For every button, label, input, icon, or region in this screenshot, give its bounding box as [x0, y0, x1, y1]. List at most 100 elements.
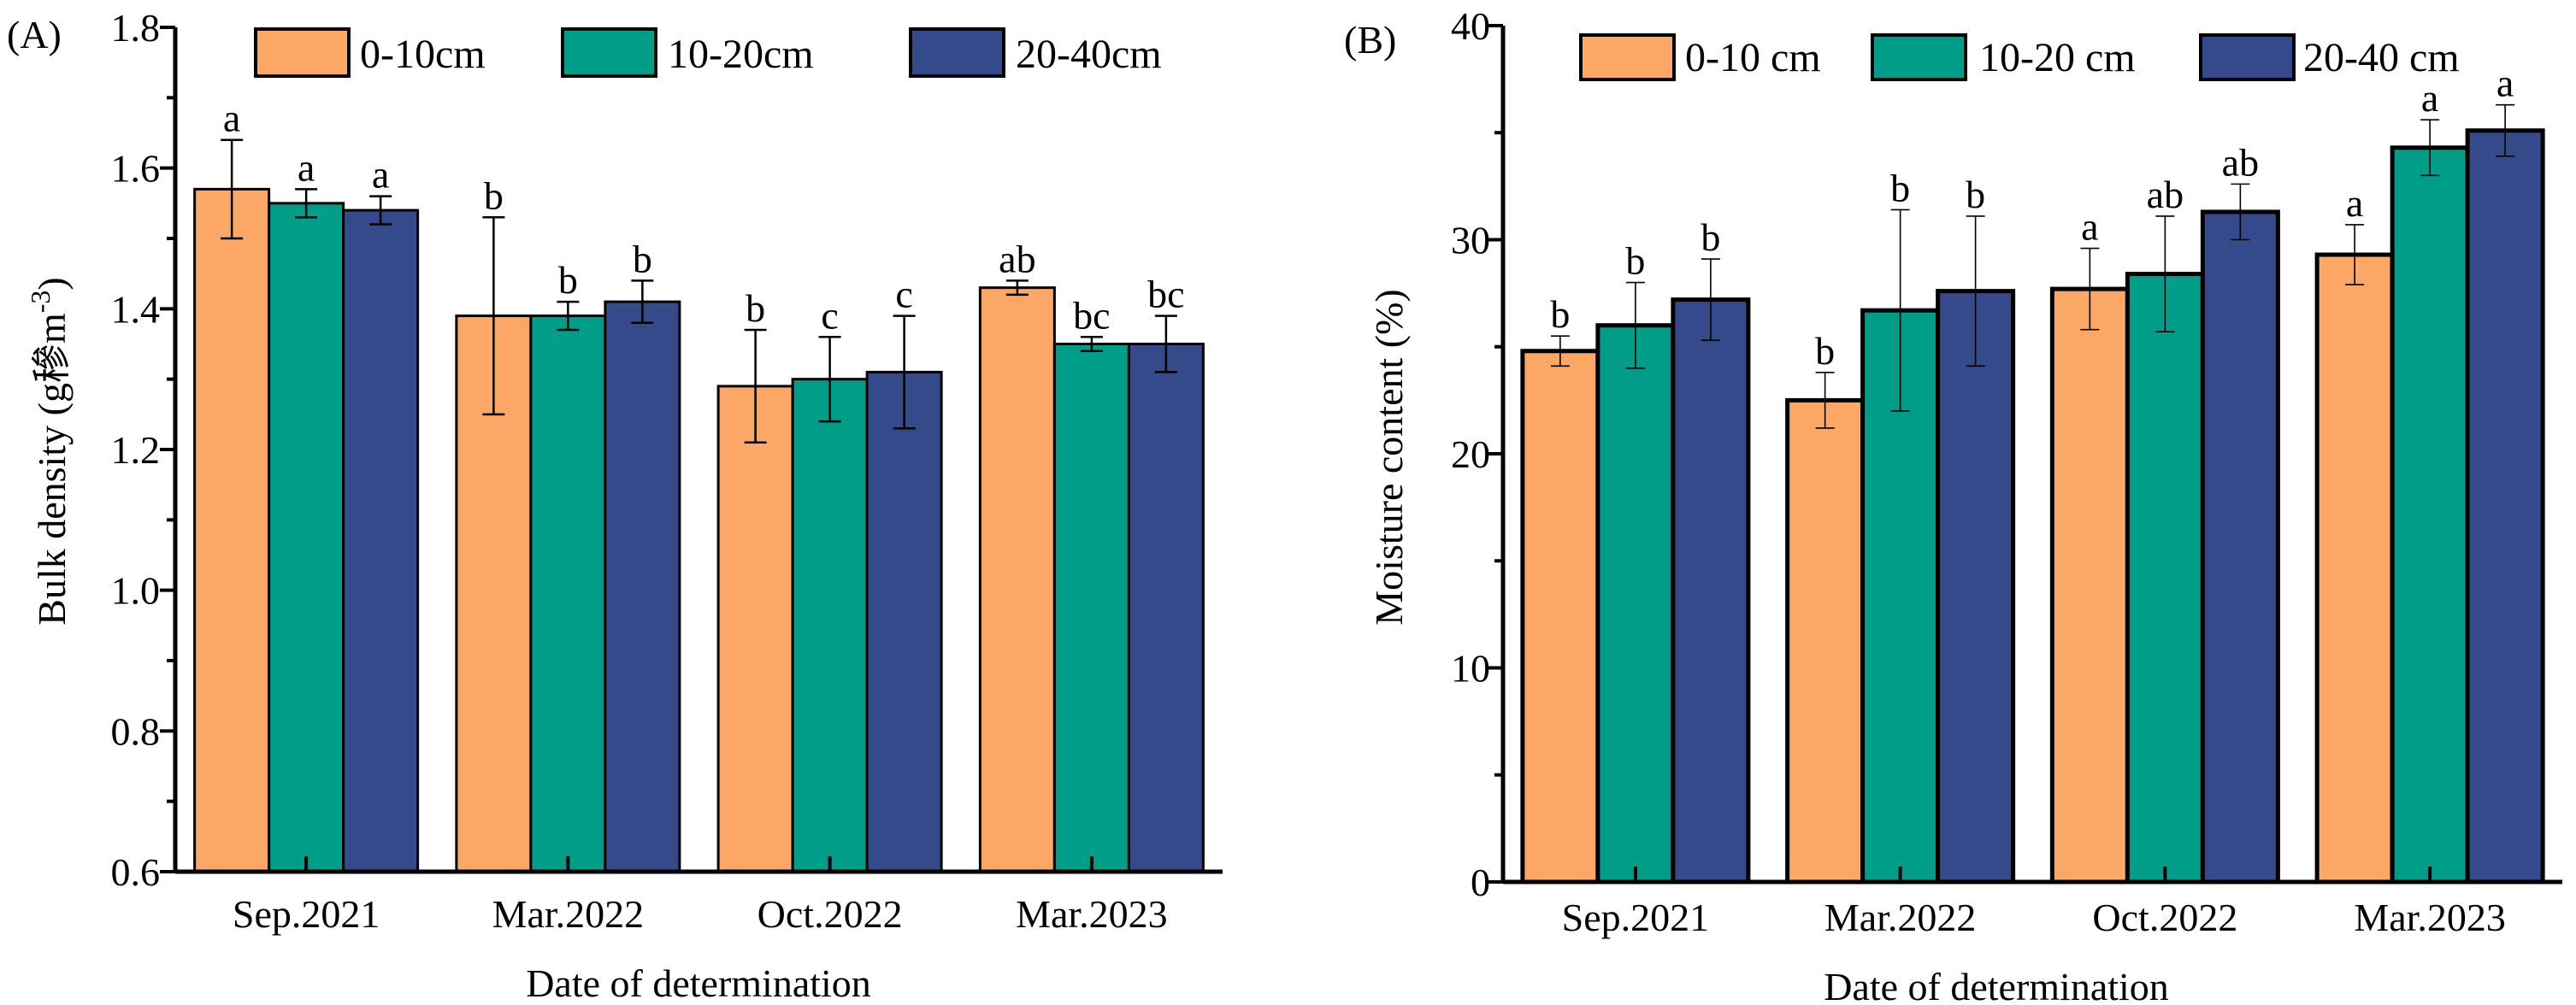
- x-tick-label: Mar.2023: [2354, 896, 2506, 939]
- significance-letter: b: [633, 237, 652, 280]
- error-bar: [1890, 209, 1910, 412]
- significance-letter: b: [558, 258, 578, 302]
- legend-swatch: [1579, 33, 1676, 81]
- y-tick-label: 10: [1451, 647, 1490, 691]
- y-axis-title-main: Bulk density (g穇m: [30, 313, 74, 626]
- significance-letter: a: [2081, 205, 2098, 249]
- significance-letter: ab: [999, 237, 1035, 280]
- bar: [978, 286, 1056, 873]
- error-bar: [1550, 335, 1570, 367]
- bar: [1520, 349, 1600, 885]
- bar: [1127, 343, 1205, 873]
- error-bar: [2345, 224, 2365, 285]
- significance-letter: b: [746, 286, 765, 330]
- bar: [342, 209, 420, 873]
- bar: [2390, 145, 2470, 885]
- y-axis-title-end: ): [30, 277, 74, 290]
- y-tick-label: 1.0: [111, 569, 161, 613]
- legend-label: 0-10cm: [360, 32, 486, 77]
- legend-swatch: [1871, 33, 1967, 81]
- y-axis-title: Bulk density (g穇m-3): [25, 277, 74, 625]
- legend-swatch: [909, 27, 1005, 78]
- significance-letter: b: [1966, 173, 1985, 216]
- significance-letter: ab: [2222, 140, 2259, 184]
- significance-letter: a: [2346, 181, 2363, 225]
- significance-letter: a: [372, 153, 389, 197]
- significance-letter: b: [1815, 329, 1835, 373]
- x-tick-label: Oct.2022: [2092, 896, 2237, 939]
- y-tick-label: 30: [1451, 219, 1490, 262]
- x-tick-label: Sep.2021: [233, 892, 380, 936]
- significance-letter: a: [223, 97, 240, 140]
- y-tick-label: 1.8: [111, 6, 161, 50]
- significance-letter: b: [1550, 292, 1570, 336]
- bar: [1785, 397, 1866, 885]
- bar: [193, 187, 271, 873]
- error-bar: [295, 188, 318, 219]
- y-axis-title-main: Moisture content (%): [1367, 289, 1411, 625]
- bar: [716, 385, 794, 873]
- legend-label: 20-40cm: [1016, 32, 1162, 77]
- error-bar: [2420, 119, 2440, 177]
- bar: [1936, 289, 2016, 885]
- error-bar: [482, 216, 505, 416]
- error-bar: [2231, 183, 2250, 241]
- x-axis-title: Date of determination: [526, 961, 871, 1005]
- panel-label: (B): [1344, 18, 1396, 62]
- significance-letter: c: [895, 273, 912, 316]
- error-bar: [369, 195, 392, 226]
- error-bar: [1154, 314, 1177, 373]
- bar: [2314, 252, 2395, 885]
- x-tick-label: Mar.2023: [1016, 892, 1168, 936]
- legend-label: 20-40 cm: [2303, 35, 2460, 80]
- x-tick-label: Sep.2021: [1562, 896, 1710, 939]
- legend-swatch: [2199, 33, 2296, 81]
- bar: [1595, 323, 1676, 885]
- y-tick-label: 0: [1471, 861, 1490, 904]
- bar: [1052, 343, 1130, 873]
- bar: [2200, 209, 2280, 885]
- significance-letter: b: [1890, 166, 1910, 209]
- y-tick-label: 1.4: [111, 287, 161, 331]
- x-tick-label: Mar.2022: [492, 892, 645, 936]
- legend-label: 10-20 cm: [1979, 35, 2136, 80]
- x-tick-label: Mar.2022: [1824, 896, 1977, 939]
- bar: [2125, 272, 2205, 885]
- error-bar: [2155, 215, 2175, 333]
- error-bar: [557, 300, 580, 332]
- legend-swatch: [254, 27, 351, 78]
- y-axis-title-superscript: -3: [25, 291, 56, 314]
- bar: [865, 370, 943, 873]
- error-bar: [2080, 247, 2100, 331]
- y-tick-label: 1.6: [111, 147, 161, 191]
- y-tick-label: 0.6: [111, 850, 161, 894]
- error-bar: [221, 138, 244, 240]
- y-tick-label: 1.2: [111, 428, 161, 472]
- bar: [604, 300, 681, 873]
- y-tick-label: 20: [1451, 432, 1490, 476]
- significance-letter: c: [821, 293, 838, 337]
- error-bar: [1966, 215, 1985, 367]
- error-bar: [1625, 281, 1645, 369]
- legend-swatch: [561, 27, 657, 78]
- legend-label: 0-10 cm: [1685, 35, 1821, 80]
- y-axis-title: Moisture content (%): [1367, 289, 1411, 625]
- panel-label: (A): [7, 13, 62, 56]
- bar: [2049, 286, 2130, 885]
- y-tick-label: 40: [1451, 4, 1490, 48]
- error-bar: [1005, 279, 1029, 297]
- bar: [1671, 297, 1751, 885]
- error-bar: [1080, 336, 1103, 352]
- significance-letter: a: [2496, 62, 2514, 105]
- significance-letter: a: [2421, 76, 2438, 120]
- error-bar: [2496, 103, 2515, 157]
- y-tick-label: 0.8: [111, 709, 161, 753]
- error-bar: [818, 336, 841, 423]
- significance-letter: b: [1701, 215, 1720, 259]
- bar: [529, 314, 607, 873]
- error-bar: [744, 328, 767, 444]
- error-bar: [1701, 258, 1720, 342]
